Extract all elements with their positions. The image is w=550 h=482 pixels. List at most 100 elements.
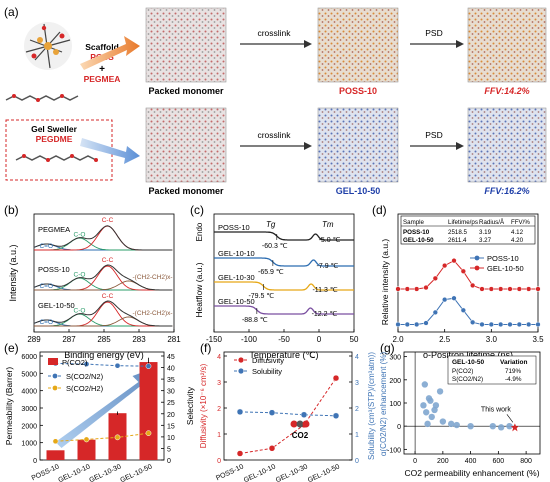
ffv-label-bottom: FFV:16.2% bbox=[484, 186, 529, 196]
panel-c-xticks: -150 -100 -50 0 50 bbox=[206, 329, 359, 344]
legend-label: S(CO2/H2) bbox=[66, 384, 104, 393]
legend-label: Diffusivity bbox=[252, 356, 284, 365]
packed-monomer-cube-top bbox=[145, 7, 227, 83]
y-tick-right-label: 35 bbox=[167, 377, 175, 384]
selectivity-point bbox=[114, 434, 121, 441]
x-tick-label: 2.5 bbox=[439, 335, 451, 344]
y-tick-label: 6000 bbox=[21, 354, 37, 361]
y-tick-right-label: 0 bbox=[355, 458, 359, 465]
pals-point bbox=[432, 309, 438, 316]
y-tick-label: 4 bbox=[217, 354, 221, 361]
pals-point bbox=[442, 262, 448, 269]
dsc-curve bbox=[214, 281, 354, 291]
co2-molecule-icon bbox=[296, 420, 304, 428]
peak-label: C-C bbox=[102, 257, 114, 264]
series-point bbox=[332, 412, 340, 420]
co2-molecule-icon bbox=[290, 420, 298, 428]
y-tick-label: 100 bbox=[389, 401, 401, 408]
dsc-series-label: GEL-10-10 bbox=[218, 249, 255, 258]
y-tick-label: 300 bbox=[389, 355, 401, 362]
panel-a: (a) Scaffold POSS + PEGMEA Gel Sweller P… bbox=[4, 5, 547, 196]
pals-point bbox=[507, 286, 513, 292]
x-tick-label: 289 bbox=[27, 335, 41, 344]
literature-point bbox=[467, 422, 474, 430]
legend-marker bbox=[474, 255, 480, 261]
peak-label: C-O bbox=[74, 271, 86, 278]
panel-a-label: (a) bbox=[4, 5, 19, 19]
peak-label: C=O bbox=[39, 283, 53, 290]
panel-d-ylabel: Relative intensity (a.u.) bbox=[380, 239, 390, 326]
series-point bbox=[300, 411, 308, 419]
pals-point bbox=[470, 282, 476, 289]
x-tick-label: 0 bbox=[317, 335, 322, 344]
literature-point bbox=[423, 409, 430, 416]
tm-value-label: -5.0 ℃ bbox=[319, 237, 341, 244]
table-frame bbox=[400, 215, 536, 245]
panel-f-ylabel: Diffusivity (×10⁻⁶ cm²/s) bbox=[199, 363, 208, 448]
pals-point bbox=[498, 286, 504, 292]
pals-point bbox=[451, 257, 457, 264]
spectrum-envelope bbox=[33, 264, 173, 291]
panel-g: (g) α(CO2/N2) enhancement (%) CO2 permea… bbox=[379, 341, 541, 478]
pals-point bbox=[516, 286, 522, 292]
literature-point bbox=[447, 420, 455, 428]
y-tick-right-label: 45 bbox=[167, 354, 175, 361]
y-tick-right-label: 40 bbox=[167, 366, 175, 373]
pegdme-chain-image bbox=[15, 154, 98, 162]
this-work-star bbox=[510, 423, 519, 432]
panel-c-series: POSS-10 -60.3 ℃ -5.0 ℃ GEL-10-10 -65.9 ℃ -7.9… bbox=[214, 223, 354, 324]
dsc-series-label: POSS-10 bbox=[218, 223, 250, 232]
series-line bbox=[239, 411, 337, 417]
permeability-bar bbox=[77, 439, 96, 460]
panel-d-frame bbox=[397, 213, 539, 333]
table-header-cell: Lifetime/ps bbox=[448, 219, 478, 226]
table-header-cell: Variation bbox=[500, 359, 527, 366]
table-header-cell: Radius/Å bbox=[479, 219, 505, 226]
psd-arrow-top bbox=[456, 40, 464, 48]
selectivity-point bbox=[52, 438, 59, 445]
pals-line bbox=[398, 259, 538, 290]
panel-g-xlabel: CO2 permeability enhancement (%) bbox=[404, 468, 539, 478]
tg-value-label: -79.5 ℃ bbox=[248, 293, 274, 300]
table-frame bbox=[447, 355, 537, 385]
pals-point bbox=[432, 275, 438, 282]
panel-b-xticks: 289 287 285 283 281 bbox=[27, 329, 181, 344]
packed-monomer-label-bottom: Packed monomer bbox=[148, 186, 224, 196]
gel1050-label: GEL-10-50 bbox=[336, 186, 381, 196]
y-tick-right-label: 4 bbox=[355, 354, 359, 361]
psd-label-bottom: PSD bbox=[425, 130, 442, 140]
table-cell: 719% bbox=[505, 368, 522, 375]
x-category-label: POSS-10 bbox=[215, 463, 245, 482]
x-tick-label: 3.5 bbox=[532, 335, 544, 344]
selectivity-point bbox=[145, 363, 152, 370]
literature-point bbox=[506, 422, 513, 430]
pegmea-chain-image bbox=[5, 94, 79, 102]
y-tick-label: 0 bbox=[397, 424, 401, 431]
ffv-cube-top bbox=[467, 7, 547, 83]
panel-c-tg: Tg bbox=[266, 220, 276, 229]
table-cell: 4.12 bbox=[511, 229, 524, 236]
table-cell: 3.27 bbox=[479, 237, 492, 244]
x-category-label: GEL-10-10 bbox=[243, 463, 277, 482]
literature-point bbox=[424, 420, 431, 428]
psd-label-top: PSD bbox=[425, 28, 442, 38]
panel-g-ylabel: α(CO2/N2) enhancement (%) bbox=[379, 352, 388, 457]
literature-point bbox=[436, 388, 444, 395]
pals-point bbox=[526, 286, 532, 292]
panel-g-label: (g) bbox=[380, 341, 395, 355]
y-tick-label: 3000 bbox=[21, 406, 37, 413]
legend-label: P(CO2) bbox=[62, 358, 88, 367]
pals-point bbox=[404, 286, 410, 292]
trend-arrow bbox=[55, 370, 149, 448]
peak-label: C-C bbox=[102, 217, 114, 224]
legend-marker bbox=[238, 368, 244, 374]
co2-molecule-icon bbox=[302, 420, 310, 428]
x-tick-label: 3.0 bbox=[486, 335, 498, 344]
x-tick-label: 285 bbox=[97, 335, 111, 344]
pals-point bbox=[451, 295, 457, 301]
y-tick-right-label: 25 bbox=[167, 400, 175, 407]
y-tick-right-label: 30 bbox=[167, 389, 175, 396]
pals-point bbox=[423, 320, 429, 326]
legend-label: Solubility bbox=[252, 367, 282, 376]
